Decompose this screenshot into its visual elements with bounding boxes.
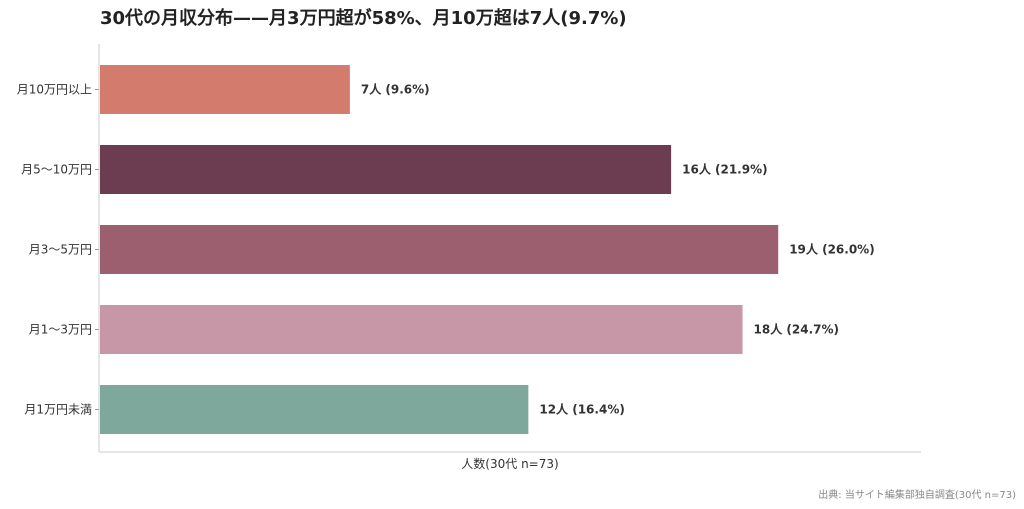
category-label-1: 月5〜10万円 (21, 163, 92, 177)
bar-0 (100, 65, 350, 114)
value-label-2: 19人 (26.0%) (789, 242, 874, 257)
source-note: 出典: 当サイト編集部独自調査(30代 n=73) (818, 490, 1016, 501)
category-label-3: 月1〜3万円 (29, 323, 92, 337)
chart-title: 30代の月収分布——月3万円超が58%、月10万超は7人(9.7%) (100, 8, 627, 29)
value-label-4: 12人 (16.4%) (539, 402, 624, 417)
category-label-2: 月3〜5万円 (29, 243, 92, 257)
bar-3 (100, 305, 743, 354)
value-label-1: 16人 (21.9%) (682, 162, 767, 177)
bar-4 (100, 385, 529, 434)
category-label-4: 月1万円未満 (24, 403, 92, 417)
value-label-3: 18人 (24.7%) (754, 322, 839, 337)
x-axis-label: 人数(30代 n=73) (461, 456, 558, 471)
bar-1 (100, 145, 672, 194)
value-label-0: 7人 (9.6%) (361, 82, 430, 97)
category-label-0: 月10万円以上 (17, 83, 92, 97)
bar-2 (100, 225, 779, 274)
